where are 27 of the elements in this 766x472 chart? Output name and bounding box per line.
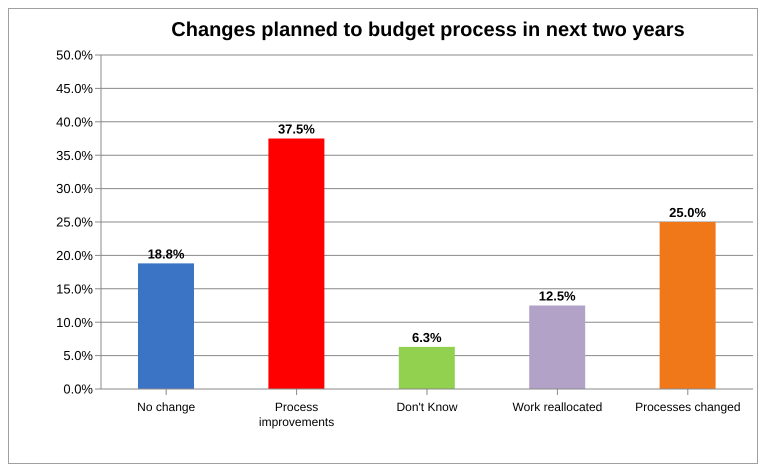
data-label: 6.3% [412,330,442,345]
data-label: 37.5% [278,122,316,136]
y-tick-label: 35.0% [56,148,94,163]
y-tick-label: 30.0% [56,181,94,196]
x-tick-label: No change [137,400,196,414]
x-tick-label: Work reallocated [512,400,602,414]
y-tick-label: 10.0% [56,314,94,330]
data-label: 25.0% [669,205,706,220]
bar [529,306,586,389]
y-tick-label: 5.0% [63,348,94,364]
bar [138,263,194,389]
y-tick-label: 50.0% [56,48,94,63]
y-tick-label: 15.0% [56,281,94,296]
bar [268,138,324,389]
y-tick-label: 0.0% [63,382,94,397]
data-label: 12.5% [538,288,576,304]
y-tick-label: 20.0% [56,248,94,264]
x-tick-label: Don't Know [396,400,458,414]
x-tick-label: Processes changed [635,400,741,414]
y-tick-label: 45.0% [56,81,94,96]
data-label: 18.8% [148,246,185,262]
bar [660,222,716,389]
x-tick-label: Process improvements [258,400,334,429]
chart-title: Changes planned to budget process in next two years [170,19,686,43]
y-tick-label: 40.0% [56,114,94,130]
bar [398,346,455,389]
y-tick-label: 25.0% [56,214,94,230]
